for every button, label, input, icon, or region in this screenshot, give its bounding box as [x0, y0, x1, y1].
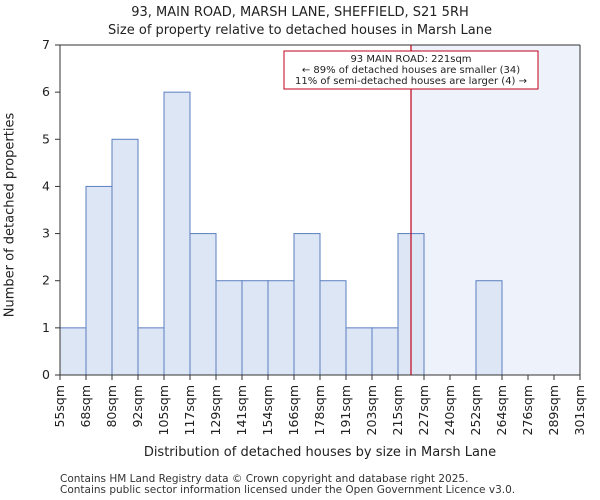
annotation-line: 93 MAIN ROAD: 221sqm — [350, 54, 471, 65]
x-tick-label: 301sqm — [572, 385, 587, 435]
x-tick-label: 92sqm — [130, 385, 145, 428]
x-tick-label: 264sqm — [494, 385, 509, 435]
histogram-bar — [163, 91, 191, 376]
chart-subtitle: Size of property relative to detached ho… — [108, 23, 492, 38]
histogram-bar — [293, 233, 321, 376]
x-tick-label: 203sqm — [364, 385, 379, 435]
y-tick-label: 7 — [42, 37, 50, 52]
x-axis-label: Distribution of detached houses by size … — [143, 445, 497, 460]
x-tick-label: 276sqm — [520, 385, 535, 435]
histogram-bar — [59, 327, 87, 376]
x-tick-label: 68sqm — [78, 385, 93, 428]
x-tick-label: 166sqm — [286, 385, 301, 435]
x-tick-label: 117sqm — [182, 385, 197, 435]
x-tick-label: 105sqm — [156, 385, 171, 435]
footer-licence: Contains public sector information licen… — [60, 484, 516, 496]
histogram-bar — [137, 327, 165, 376]
y-tick-label: 1 — [42, 320, 50, 335]
histogram-bar — [475, 280, 503, 376]
chart-title: 93, MAIN ROAD, MARSH LANE, SHEFFIELD, S2… — [131, 5, 469, 20]
histogram-bar — [215, 280, 243, 376]
histogram-bar — [111, 138, 139, 376]
x-tick-label: 191sqm — [338, 385, 353, 435]
y-tick-label: 6 — [42, 84, 50, 99]
x-tick-label: 240sqm — [442, 385, 457, 435]
y-tick-label: 0 — [42, 367, 50, 382]
histogram-bar — [241, 280, 269, 376]
x-tick-label: 141sqm — [234, 385, 249, 435]
x-tick-label: 55sqm — [52, 385, 67, 428]
x-tick-label: 227sqm — [416, 385, 431, 435]
x-tick-label: 178sqm — [312, 385, 327, 435]
x-tick-label: 129sqm — [208, 385, 223, 435]
histogram-bar — [267, 280, 295, 376]
x-tick-label: 80sqm — [104, 385, 119, 428]
x-tick-label: 289sqm — [546, 385, 561, 435]
y-tick-label: 2 — [42, 273, 50, 288]
y-tick-label: 3 — [42, 226, 50, 241]
x-tick-label: 154sqm — [260, 385, 275, 435]
y-tick-label: 5 — [42, 131, 50, 146]
x-tick-label: 215sqm — [390, 385, 405, 435]
footer-copyright: Contains HM Land Registry data © Crown c… — [60, 473, 469, 485]
y-axis-label: Number of detached properties — [2, 112, 18, 318]
annotation-line: ← 89% of detached houses are smaller (34… — [302, 65, 520, 76]
y-tick-label: 4 — [42, 178, 50, 193]
annotation-box — [283, 50, 539, 90]
histogram-bar — [345, 327, 373, 376]
annotation-line: 11% of semi-detached houses are larger (… — [295, 76, 527, 87]
histogram-bar — [85, 185, 113, 376]
histogram-bar — [371, 327, 399, 376]
x-tick-label: 252sqm — [468, 385, 483, 435]
histogram-bar — [189, 233, 217, 376]
histogram-bar — [319, 280, 347, 376]
